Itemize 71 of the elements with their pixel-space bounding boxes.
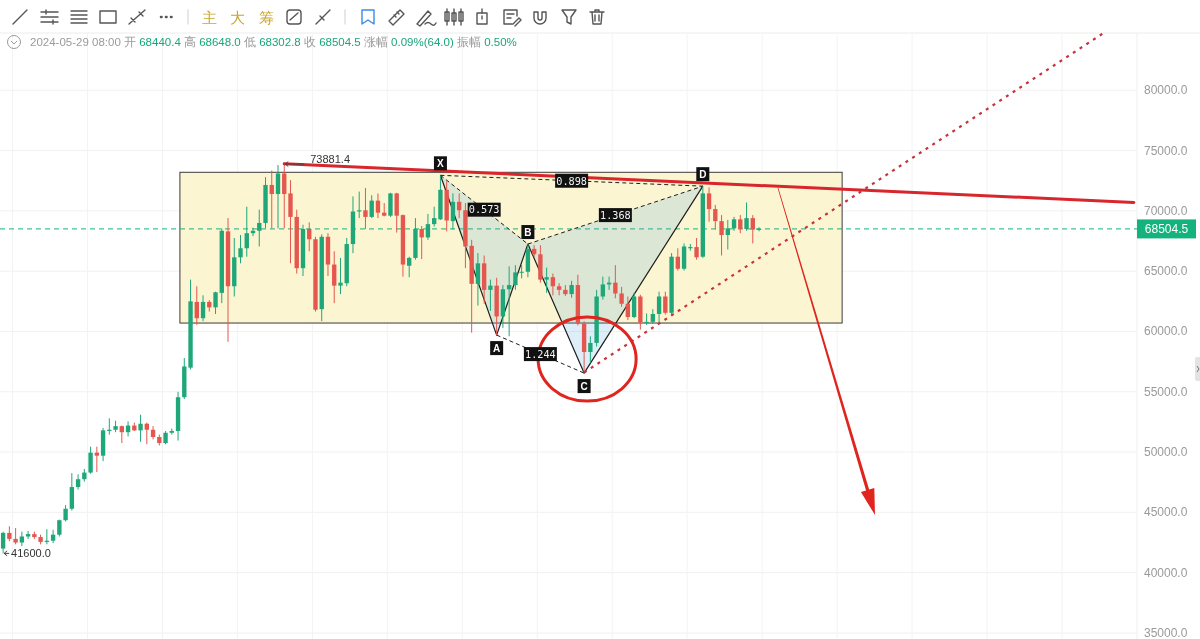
candlestick [138,414,143,443]
annotation: D [699,169,707,181]
y-tick-label: 55000.0 [1144,384,1188,399]
candlestick [475,252,481,307]
annotation: 41600.0 [11,547,51,560]
candlestick [69,472,75,512]
candlestick [375,192,381,219]
candlestick [282,163,287,229]
candlestick [200,294,206,322]
candlestick [88,446,93,475]
candlestick [238,234,243,264]
text: 筹 [258,9,274,26]
candlestick [19,531,25,547]
candlestick [675,247,681,272]
annotation: 0.573 [468,204,500,216]
annotation: X [437,158,445,170]
candlestick [332,250,337,304]
candlestick [613,264,618,299]
candlestick [50,529,56,544]
y-tick-label: 45000.0 [1144,505,1188,520]
y-tick-label: 75000.0 [1144,143,1188,158]
candlestick [544,267,549,294]
candlestick [338,257,343,295]
ref-line-label: 68504.5 [1144,222,1189,237]
candlestick [663,291,668,316]
candlestick [619,286,624,308]
annotation: A [493,343,501,355]
candlestick [706,186,712,223]
annotation: C [580,381,588,393]
y-tick-label: 50000.0 [1144,445,1188,460]
candlestick [681,242,687,272]
y-tick-label: 65000.0 [1144,264,1188,279]
candlestick [269,169,274,229]
candlestick [719,214,724,256]
annotation: 1.368 [600,209,631,221]
y-tick-label: 80000.0 [1144,83,1188,98]
text: 2024-05-29 08:00 开 68440.4 高 68648.0 低 68302.8 收 68504.5 涨幅 0.09%(64.0) 振幅 0.50% [30,36,517,48]
y-tick-label: 40000.0 [1144,565,1188,580]
candlestick [144,422,149,445]
candlestick [288,179,293,264]
y-tick-label: 70000.0 [1144,203,1188,218]
candlestick [107,417,112,436]
candlestick [644,312,649,326]
y-tick-label: 60000.0 [1144,324,1188,339]
candlestick [738,214,743,234]
annotation: 1.244 [525,348,556,360]
candlestick [394,192,399,234]
candlestick [550,273,556,296]
annotation: 0.898 [556,175,587,187]
candlestick [363,187,368,230]
candlestick [750,214,755,244]
text: 大 [229,9,245,26]
candlestick [588,335,593,364]
candlestick [388,192,393,218]
candlestick [0,531,6,554]
candlestick [525,243,531,278]
annotation: 73881.4 [310,153,351,166]
candlestick [556,282,562,296]
candlestick [369,194,374,219]
candlestick [488,279,493,312]
annotation: B [524,227,532,239]
y-tick-label: 35000.0 [1144,625,1188,639]
text: 主 [201,9,217,26]
candlestick [713,204,718,231]
candlestick [275,164,281,229]
candlestick [407,256,412,278]
candlestick [600,276,606,301]
candlestick [625,296,631,321]
candlestick [75,473,81,490]
candlestick [194,285,199,326]
candlestick [94,446,100,473]
